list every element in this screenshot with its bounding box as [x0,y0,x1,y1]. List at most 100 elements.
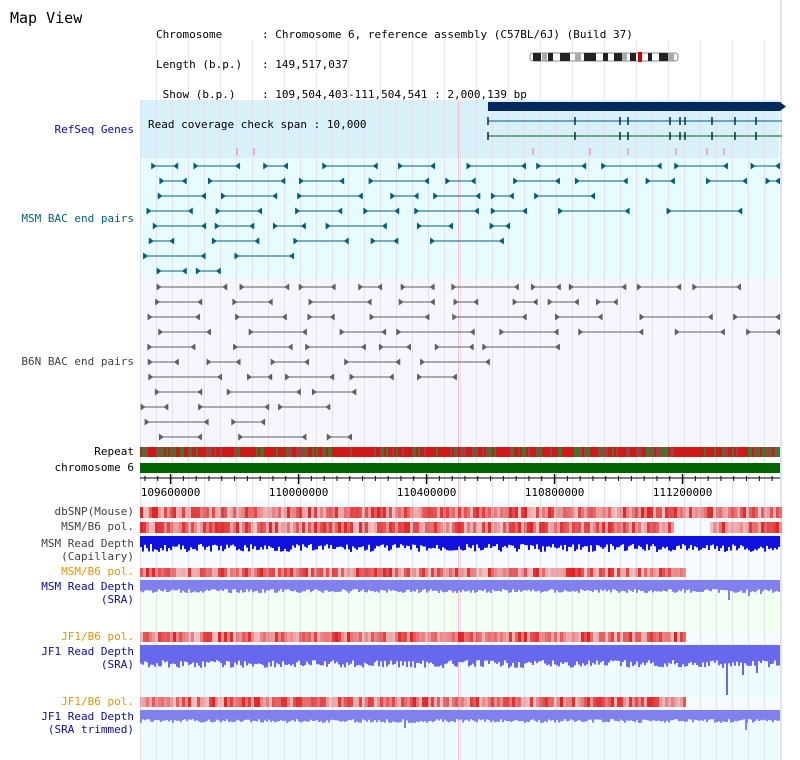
b6n-bac-end-pairs-track[interactable] [140,283,780,441]
read-depth-bar [148,645,150,668]
read-depth-bar [412,536,414,545]
msm-bac-end-pairs-track[interactable] [143,162,780,275]
heatmap-cell [239,697,242,707]
read-depth-bar [466,580,468,592]
track-label-jf1-depth-trim[interactable]: JF1 Read Depth [41,710,134,723]
heatmap-cell [296,522,299,533]
heatmap-cell [236,522,239,533]
heatmap-cell [482,522,485,533]
heatmap-cell [581,522,584,533]
read-depth-bar [172,536,174,547]
read-depth-bar [706,710,708,723]
heatmap-cell [161,507,164,518]
read-depth-bar [504,580,506,590]
track-label-jf1-b6-pol-2[interactable]: JF1/B6 pol. [61,695,134,708]
repeat-segment [736,447,738,457]
heatmap-cell [191,507,194,518]
heatmap-cell [230,632,233,642]
read-depth-bar [582,536,584,548]
track-label-msm-b6-pol-1[interactable]: MSM/B6 pol. [61,520,134,533]
bac-end-marker [346,433,352,441]
track-label-jf1-b6-pol-1[interactable]: JF1/B6 pol. [61,630,134,643]
repeat-segment [314,447,316,457]
read-depth-bar [236,536,238,551]
read-depth-bar [200,645,202,668]
repeat-segment [550,447,552,457]
heatmap-cell [656,568,659,577]
read-depth-bar [434,536,436,549]
read-depth-bar [554,536,556,548]
read-depth-bar [206,645,208,663]
read-depth-bar [450,536,452,551]
read-depth-bar [302,580,304,592]
read-depth-bar [290,645,292,666]
bac-end-marker [676,283,682,291]
repeat-segment [686,447,688,457]
heatmap-cell [749,507,752,518]
repeat-segment [246,447,248,457]
read-depth-bar [728,710,730,720]
heatmap-cell [617,522,620,533]
heatmap-cell [533,568,536,577]
bac-end-marker [692,283,698,291]
read-depth-bar [288,536,290,552]
heatmap-cell [506,632,509,642]
track-label-msm-b6-pol-2[interactable]: MSM/B6 pol. [61,565,134,578]
heatmap-cell [398,522,401,533]
bac-end-marker [398,298,404,306]
read-depth-bar [178,710,180,721]
read-depth-bar [560,536,562,546]
read-depth-bar [248,580,250,592]
bac-end-marker [148,237,154,245]
heatmap-cell [311,507,314,518]
read-depth-bar [444,580,446,593]
read-depth-bar [180,710,182,723]
track-label-chromosome[interactable]: chromosome 6 [54,461,134,474]
repeat-segment [732,447,734,457]
track-label-msm-depth-sra[interactable]: MSM Read Depth [41,580,134,593]
chromosome-ideogram[interactable] [529,52,679,62]
bac-end-marker [163,403,169,411]
track-label-refseq[interactable]: RefSeq Genes [54,123,134,136]
heatmap-cell [386,697,389,707]
bac-end-marker [196,433,202,441]
heatmap-cell [521,522,524,533]
bac-end-marker [293,237,299,245]
read-depth-bar [404,645,406,662]
repeat-segment [758,447,760,457]
position-axis [140,474,780,484]
read-depth-bar [420,645,422,665]
heatmap-cell [452,522,455,533]
heatmap-cell [755,522,758,533]
read-depth-bar [174,580,176,591]
read-depth-bar [290,536,292,550]
bac-end-marker [775,328,780,336]
refseq-genes-track[interactable] [236,102,786,155]
heatmap-cell [521,507,524,518]
track-label-repeat[interactable]: Repeat [94,445,134,458]
track-label-msm-bac[interactable]: MSM BAC end pairs [21,212,134,225]
read-depth-bar [748,645,750,666]
read-depth-bar [450,580,452,591]
heatmap-cell [527,568,530,577]
track-label-dbsnp[interactable]: dbSNP(Mouse) [54,505,134,518]
heatmap-cell [497,632,500,642]
read-depth-bar [632,710,634,722]
read-depth-bar [710,645,712,662]
repeat-segment [434,447,436,457]
read-depth-bar [224,645,226,665]
heatmap-cell [626,522,629,533]
track-label-jf1-depth-sra[interactable]: JF1 Read Depth [41,645,134,658]
read-depth-bar [286,645,288,665]
read-depth-bar [164,710,166,721]
heatmap-cell [509,507,512,518]
read-depth-bar [150,710,152,722]
read-depth-bar [386,580,388,593]
read-depth-bar [708,645,710,666]
heatmap-cell [314,522,317,533]
repeat-segment [400,447,402,457]
read-depth-bar [506,710,508,722]
track-label-msm-depth-cap[interactable]: MSM Read Depth [41,537,134,550]
heatmap-cell [566,568,569,577]
track-label-b6n-bac[interactable]: B6N BAC end pairs [21,355,134,368]
